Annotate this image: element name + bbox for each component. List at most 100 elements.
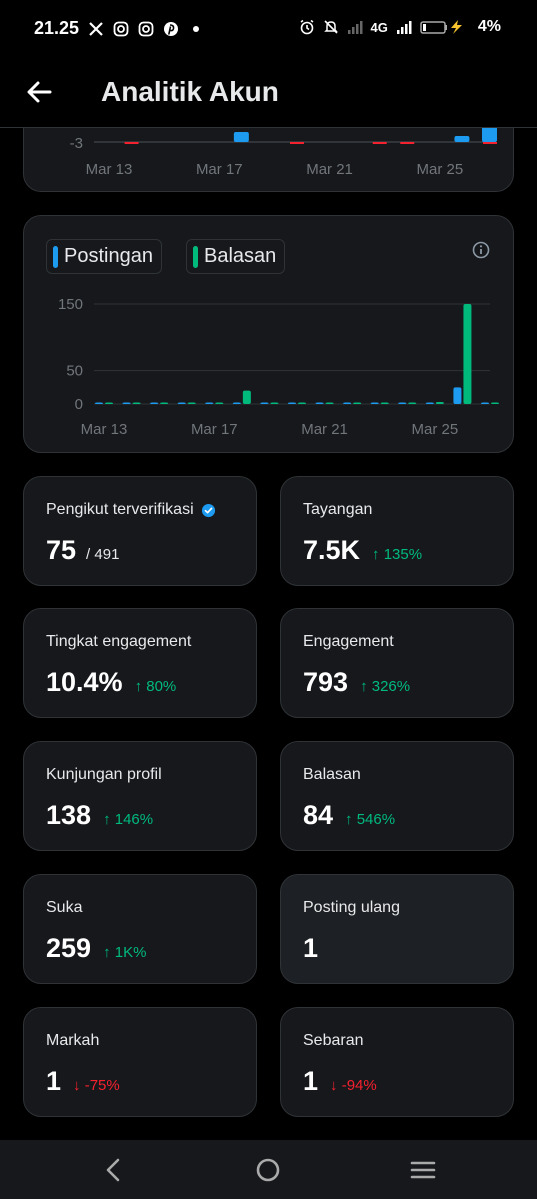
stat-card[interactable]: Kunjungan profil 138 ↑ 146% <box>23 741 257 851</box>
legend-swatch-postingan <box>53 245 58 268</box>
y-tick-label: -3 <box>70 135 83 152</box>
stat-value-row: 259 ↑ 1K% <box>46 933 146 964</box>
x-tick-label: Mar 13 <box>86 161 133 178</box>
bar-postingan[interactable] <box>453 387 462 404</box>
bar-postingan[interactable] <box>150 402 159 405</box>
bar-negative[interactable] <box>372 142 387 144</box>
stat-card[interactable]: Sebaran 1 ↓ -94% <box>280 1007 514 1117</box>
stat-value-row: 7.5K ↑ 135% <box>303 535 422 566</box>
battery-icon <box>420 20 462 34</box>
x-tick-label: Mar 21 <box>306 161 353 178</box>
bar-negative[interactable] <box>124 142 139 144</box>
x-tick-label: Mar 17 <box>196 161 243 178</box>
x-icon <box>89 21 103 36</box>
bar-balasan[interactable] <box>353 402 362 405</box>
bar-postingan[interactable] <box>122 402 131 405</box>
legend-swatch-balasan <box>193 245 198 268</box>
stat-value: 259 <box>46 933 92 963</box>
bar-postingan[interactable] <box>398 402 407 405</box>
bar-balasan[interactable] <box>160 402 169 405</box>
bar-balasan[interactable] <box>270 402 279 405</box>
stat-label-text: Balasan <box>303 766 361 783</box>
stat-card[interactable]: Pengikut terverifikasi 75 / 491 <box>23 476 257 586</box>
stat-label: Balasan <box>303 766 361 784</box>
stat-card[interactable]: Tayangan 7.5K ↑ 135% <box>280 476 514 586</box>
signal-icon <box>347 21 363 34</box>
pinterest-icon <box>164 21 179 36</box>
bar-postingan[interactable] <box>95 402 103 405</box>
bar-postingan[interactable] <box>425 402 434 405</box>
bar-postingan[interactable] <box>288 402 296 405</box>
bar-postingan[interactable] <box>232 402 241 405</box>
bar-balasan[interactable] <box>298 402 306 405</box>
bar-balasan[interactable] <box>491 402 499 405</box>
legend-balasan[interactable]: Balasan <box>186 239 286 274</box>
legend-postingan[interactable]: Postingan <box>46 239 162 274</box>
bar-balasan[interactable] <box>408 402 417 405</box>
y-tick-label: 0 <box>75 396 83 413</box>
signal-icon <box>396 21 412 34</box>
stat-label: Tingkat engagement <box>46 633 191 651</box>
x-tick-label: Mar 13 <box>81 421 128 438</box>
bar-negative[interactable] <box>290 142 304 144</box>
stat-value: 138 <box>46 800 92 830</box>
y-tick-label: 150 <box>58 296 83 313</box>
bar-balasan[interactable] <box>325 402 334 405</box>
stat-delta: ↑ 146% <box>103 811 154 828</box>
bar-balasan[interactable] <box>463 304 472 404</box>
dot-icon <box>193 25 200 32</box>
bar-negative[interactable] <box>400 142 415 144</box>
x-tick-label: Mar 17 <box>191 421 238 438</box>
bar-postingan[interactable] <box>343 402 352 405</box>
stat-value-row: 138 ↑ 146% <box>46 800 153 831</box>
y-tick-label: 50 <box>66 363 83 380</box>
bar-postingan[interactable] <box>205 402 214 405</box>
stat-value-row: 84 ↑ 546% <box>303 800 395 831</box>
stat-card[interactable]: Balasan 84 ↑ 546% <box>280 741 514 851</box>
bar-positive[interactable] <box>482 124 497 142</box>
bar-positive[interactable] <box>454 136 470 142</box>
bar-balasan[interactable] <box>132 402 141 405</box>
stat-card[interactable]: Markah 1 ↓ -75% <box>23 1007 257 1117</box>
instagram-icon <box>113 21 129 36</box>
verified-badge-icon <box>201 503 215 517</box>
stat-value: 793 <box>303 667 349 697</box>
bar-postingan[interactable] <box>315 402 324 405</box>
bar-postingan[interactable] <box>481 402 489 405</box>
page-header: Analitik Akun <box>0 62 537 128</box>
posts-replies-chart: 150 50 0 Mar 13 Mar 17 Mar 21 Mar 25 <box>58 296 499 438</box>
bar-balasan[interactable] <box>215 402 224 405</box>
info-icon[interactable] <box>471 240 491 260</box>
mute-icon <box>323 20 338 34</box>
bar-balasan[interactable] <box>242 390 251 404</box>
stat-value: 1 <box>303 933 319 963</box>
stat-label-text: Posting ulang <box>303 899 400 916</box>
bar-balasan[interactable] <box>105 402 113 405</box>
bar-balasan[interactable] <box>187 402 196 405</box>
bar-balasan[interactable] <box>435 402 444 404</box>
stat-card[interactable]: Tingkat engagement 10.4% ↑ 80% <box>23 608 257 718</box>
stat-card[interactable]: Engagement 793 ↑ 326% <box>280 608 514 718</box>
back-arrow-icon[interactable] <box>22 74 58 110</box>
legend-label-balasan: Balasan <box>204 245 277 267</box>
stat-delta: ↑ 1K% <box>103 944 147 961</box>
stat-value: 7.5K <box>303 535 361 565</box>
bar-postingan[interactable] <box>177 402 186 405</box>
stat-label-text: Sebaran <box>303 1032 364 1049</box>
recents-nav-icon[interactable] <box>407 1154 439 1186</box>
bar-balasan[interactable] <box>380 402 389 405</box>
bar-negative[interactable] <box>483 142 497 144</box>
home-nav-icon[interactable] <box>252 1154 284 1186</box>
stat-label: Markah <box>46 1032 99 1050</box>
instagram-icon <box>138 21 154 36</box>
network-type: 4G <box>370 19 388 35</box>
stat-card[interactable]: Posting ulang 1 <box>280 874 514 984</box>
stat-label-text: Pengikut terverifikasi <box>46 501 194 518</box>
bar-postingan[interactable] <box>370 402 379 405</box>
stat-value: 1 <box>303 1066 319 1096</box>
back-nav-icon[interactable] <box>98 1154 130 1186</box>
bar-postingan[interactable] <box>260 402 269 405</box>
stat-card[interactable]: Suka 259 ↑ 1K% <box>23 874 257 984</box>
stat-label: Sebaran <box>303 1032 364 1050</box>
bar-positive[interactable] <box>233 132 249 142</box>
